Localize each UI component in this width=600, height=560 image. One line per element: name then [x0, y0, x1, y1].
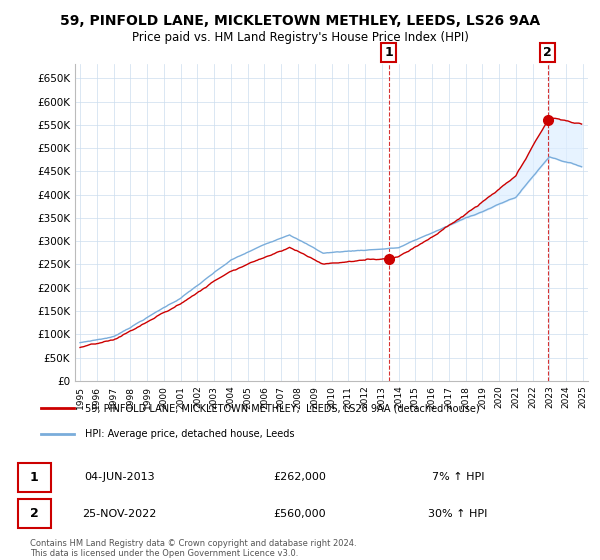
Text: 59, PINFOLD LANE, MICKLETOWN METHLEY,  LEEDS, LS26 9AA (detached house): 59, PINFOLD LANE, MICKLETOWN METHLEY, LE…: [85, 403, 480, 413]
Text: 25-NOV-2022: 25-NOV-2022: [82, 509, 157, 519]
Text: 04-JUN-2013: 04-JUN-2013: [84, 473, 155, 482]
Text: 1: 1: [385, 46, 393, 59]
Text: 30% ↑ HPI: 30% ↑ HPI: [428, 509, 488, 519]
Text: HPI: Average price, detached house, Leeds: HPI: Average price, detached house, Leed…: [85, 430, 295, 440]
Text: 1: 1: [30, 471, 39, 484]
Text: 59, PINFOLD LANE, MICKLETOWN METHLEY, LEEDS, LS26 9AA: 59, PINFOLD LANE, MICKLETOWN METHLEY, LE…: [60, 14, 540, 28]
FancyBboxPatch shape: [18, 500, 51, 529]
Text: 2: 2: [30, 507, 39, 520]
Text: Price paid vs. HM Land Registry's House Price Index (HPI): Price paid vs. HM Land Registry's House …: [131, 31, 469, 44]
Text: Contains HM Land Registry data © Crown copyright and database right 2024.
This d: Contains HM Land Registry data © Crown c…: [30, 539, 356, 558]
Text: £560,000: £560,000: [274, 509, 326, 519]
FancyBboxPatch shape: [18, 463, 51, 492]
Text: £262,000: £262,000: [274, 473, 326, 482]
Text: 2: 2: [544, 46, 552, 59]
Text: 7% ↑ HPI: 7% ↑ HPI: [431, 473, 484, 482]
